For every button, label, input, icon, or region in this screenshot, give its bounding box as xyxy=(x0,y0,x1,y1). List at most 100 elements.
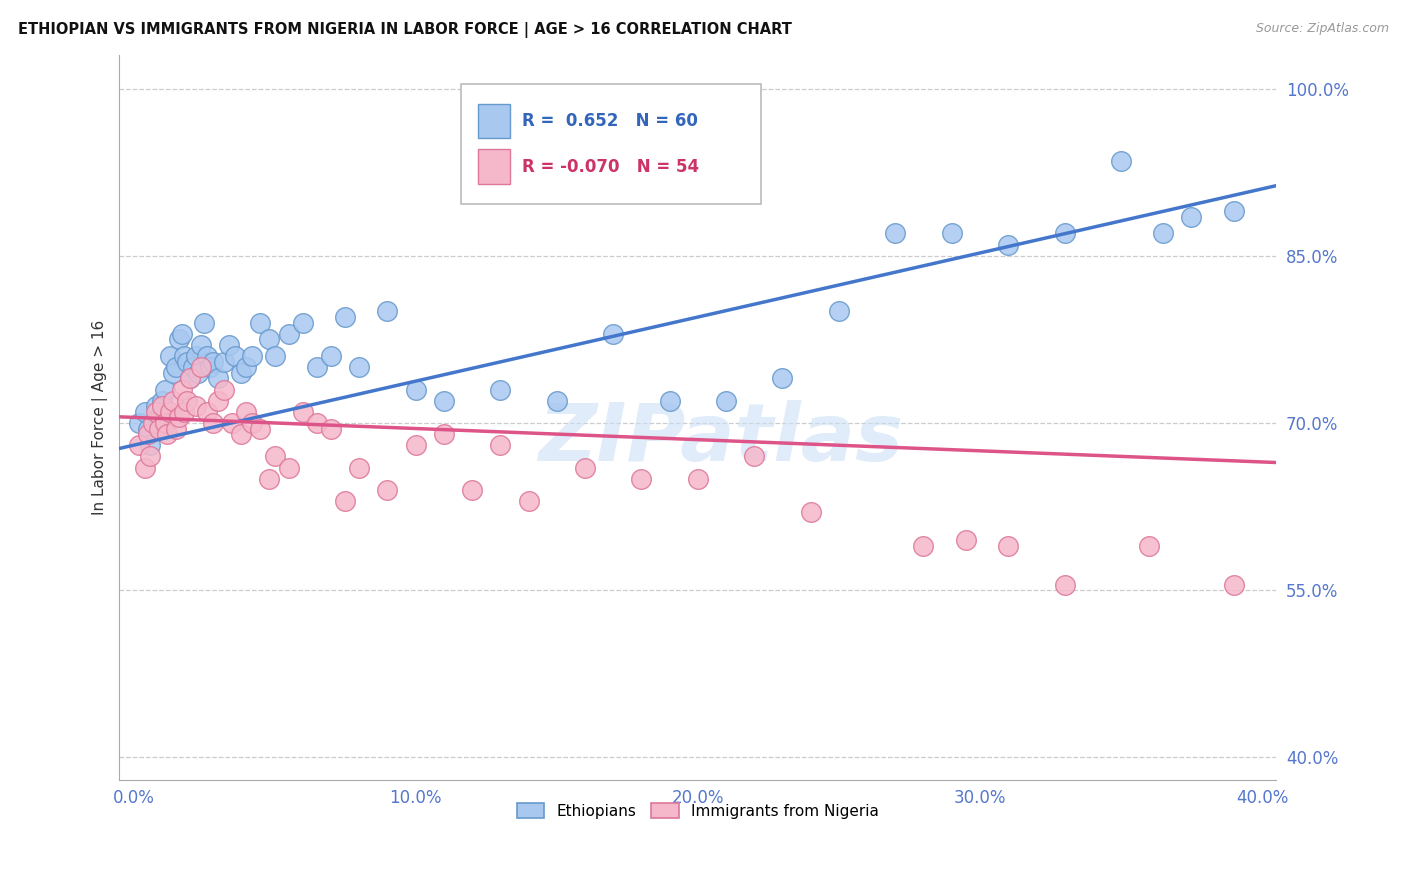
Point xyxy=(207,371,229,385)
Point xyxy=(249,316,271,330)
Point xyxy=(1053,577,1076,591)
Point xyxy=(150,399,173,413)
Point xyxy=(630,472,652,486)
Point xyxy=(828,304,851,318)
Point xyxy=(207,393,229,408)
FancyBboxPatch shape xyxy=(461,84,762,203)
Point xyxy=(229,427,252,442)
Point xyxy=(167,332,190,346)
Point xyxy=(179,371,201,385)
Point xyxy=(405,383,427,397)
Point xyxy=(162,393,184,408)
Point xyxy=(997,237,1019,252)
Point xyxy=(997,539,1019,553)
Point xyxy=(333,494,356,508)
Point xyxy=(128,416,150,430)
Point xyxy=(153,416,176,430)
Point xyxy=(156,405,179,419)
Point xyxy=(240,349,263,363)
Point xyxy=(240,416,263,430)
Point xyxy=(912,539,935,553)
Point xyxy=(263,349,285,363)
Point xyxy=(162,366,184,380)
Point xyxy=(148,410,170,425)
Point xyxy=(319,421,342,435)
Point xyxy=(201,354,224,368)
Point xyxy=(658,393,681,408)
Point xyxy=(319,349,342,363)
Point xyxy=(165,360,187,375)
Point xyxy=(686,472,709,486)
Point xyxy=(159,405,181,419)
Bar xyxy=(478,149,510,184)
Point xyxy=(602,326,624,341)
Text: Source: ZipAtlas.com: Source: ZipAtlas.com xyxy=(1256,22,1389,36)
Legend: Ethiopians, Immigrants from Nigeria: Ethiopians, Immigrants from Nigeria xyxy=(509,795,887,826)
Point xyxy=(150,393,173,408)
Point xyxy=(153,383,176,397)
Point xyxy=(165,421,187,435)
Point xyxy=(179,371,201,385)
Point xyxy=(134,405,156,419)
Point xyxy=(1180,210,1202,224)
Point xyxy=(574,460,596,475)
Point xyxy=(156,427,179,442)
Text: ZIPatlas: ZIPatlas xyxy=(538,401,904,478)
Point xyxy=(277,326,299,341)
Point xyxy=(142,416,165,430)
Point xyxy=(176,393,198,408)
Point xyxy=(145,399,167,413)
Point xyxy=(884,227,907,241)
Point xyxy=(257,332,280,346)
Point xyxy=(201,416,224,430)
Point xyxy=(198,360,221,375)
Point xyxy=(193,316,215,330)
Point xyxy=(212,383,235,397)
Point xyxy=(349,460,371,475)
Point xyxy=(229,366,252,380)
Point xyxy=(139,438,162,452)
Point xyxy=(167,410,190,425)
Point xyxy=(955,533,977,547)
Point xyxy=(134,460,156,475)
Point xyxy=(291,316,314,330)
Text: R =  0.652   N = 60: R = 0.652 N = 60 xyxy=(522,112,697,130)
Point xyxy=(1223,577,1246,591)
Point xyxy=(333,310,356,324)
Point xyxy=(173,405,195,419)
Point xyxy=(184,349,207,363)
Point xyxy=(305,416,328,430)
Text: ETHIOPIAN VS IMMIGRANTS FROM NIGERIA IN LABOR FORCE | AGE > 16 CORRELATION CHART: ETHIOPIAN VS IMMIGRANTS FROM NIGERIA IN … xyxy=(18,22,792,38)
Point xyxy=(377,304,399,318)
Point xyxy=(187,366,209,380)
Point xyxy=(742,450,765,464)
Point xyxy=(1137,539,1160,553)
Point xyxy=(249,421,271,435)
Point xyxy=(170,383,193,397)
Point xyxy=(150,421,173,435)
Bar xyxy=(478,103,510,138)
Point xyxy=(546,393,568,408)
Point xyxy=(714,393,737,408)
Point xyxy=(433,427,456,442)
Point xyxy=(1223,204,1246,219)
Point xyxy=(305,360,328,375)
Point xyxy=(433,393,456,408)
Point xyxy=(257,472,280,486)
Point xyxy=(212,354,235,368)
Point xyxy=(218,338,240,352)
Point xyxy=(461,483,484,497)
Point xyxy=(489,438,512,452)
Point xyxy=(489,383,512,397)
Point xyxy=(136,421,159,435)
Point xyxy=(184,399,207,413)
Point xyxy=(181,360,204,375)
Point xyxy=(800,505,823,519)
Y-axis label: In Labor Force | Age > 16: In Labor Force | Age > 16 xyxy=(93,319,108,515)
Point xyxy=(139,450,162,464)
Point xyxy=(145,405,167,419)
Point xyxy=(941,227,963,241)
Point xyxy=(277,460,299,475)
Point xyxy=(173,349,195,363)
Point xyxy=(377,483,399,497)
